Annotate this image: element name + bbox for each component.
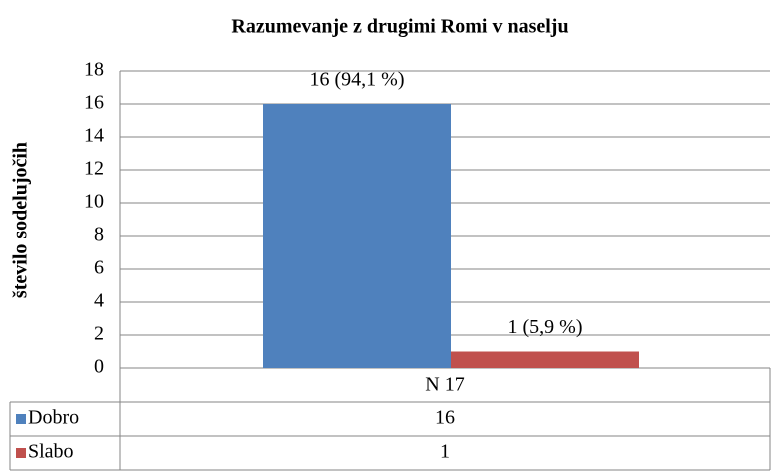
- chart-title: Razumevanje z drugimi Romi v naselju: [231, 16, 568, 38]
- data-label: 16 (94,1 %): [310, 69, 405, 91]
- y-tick-label: 8: [94, 224, 104, 246]
- y-tick-label: 14: [84, 125, 104, 147]
- y-tick-label: 18: [84, 59, 104, 81]
- y-tick-label: 6: [94, 257, 104, 279]
- y-tick-label: 10: [84, 191, 104, 213]
- y-tick-label: 4: [94, 290, 104, 312]
- bar: [263, 104, 451, 368]
- y-tick-label: 16: [84, 92, 104, 114]
- table-value: 16: [435, 407, 455, 429]
- x-tick-label: N 17: [425, 374, 464, 396]
- legend-label: Slabo: [28, 441, 74, 463]
- y-axis-label: število sodelujočih: [10, 142, 32, 298]
- y-tick-label: 12: [84, 158, 104, 180]
- legend-swatch: [16, 414, 26, 424]
- data-label: 1 (5,9 %): [508, 316, 583, 338]
- y-tick-label: 0: [94, 356, 104, 378]
- legend-label: Dobro: [28, 407, 79, 429]
- legend-swatch: [16, 448, 26, 458]
- y-tick-label: 2: [94, 323, 104, 345]
- bar: [451, 351, 639, 368]
- table-value: 1: [440, 441, 450, 463]
